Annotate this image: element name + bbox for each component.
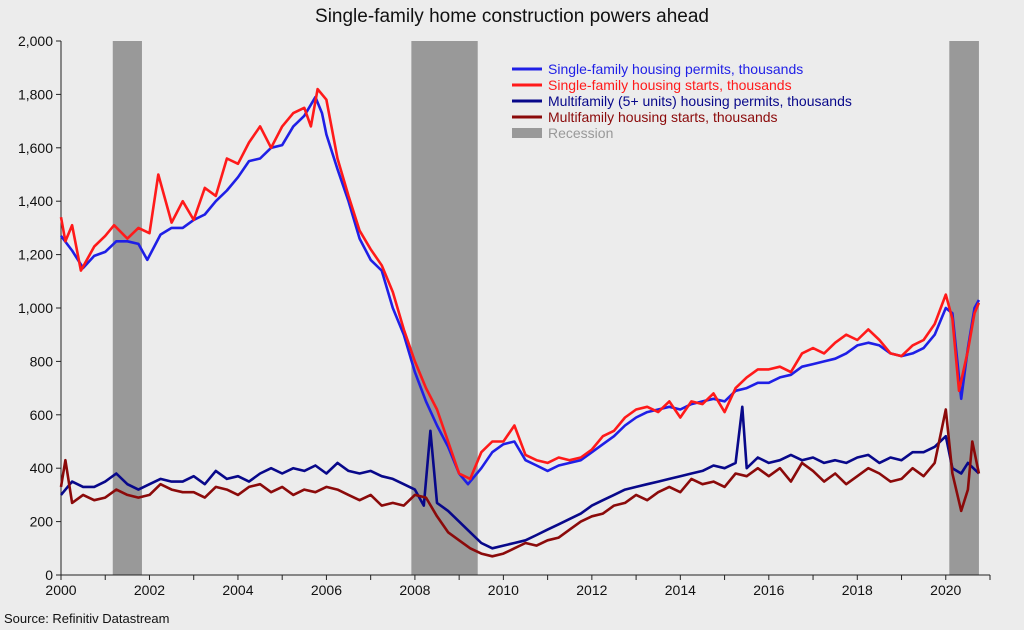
y-tick-label: 0 bbox=[45, 567, 53, 583]
x-tick-label: 2014 bbox=[665, 582, 696, 598]
y-tick-label: 1,200 bbox=[18, 247, 53, 263]
recession-band-0 bbox=[112, 41, 142, 575]
y-tick-label: 400 bbox=[30, 460, 54, 476]
series-line-2 bbox=[60, 405, 980, 550]
x-tick-label: 2006 bbox=[311, 582, 342, 598]
y-tick-label: 800 bbox=[30, 353, 54, 369]
legend-swatch-4 bbox=[512, 128, 542, 138]
y-tick-label: 1,000 bbox=[18, 300, 53, 316]
x-tick-label: 2012 bbox=[576, 582, 607, 598]
x-tick-label: 2000 bbox=[45, 582, 76, 598]
y-tick-label: 1,800 bbox=[18, 86, 53, 102]
x-tick-label: 2018 bbox=[842, 582, 873, 598]
series-lines bbox=[59, 87, 981, 558]
legend-label-4: Recession bbox=[548, 125, 613, 141]
y-tick-label: 200 bbox=[30, 514, 54, 530]
chart-title: Single-family home construction powers a… bbox=[315, 6, 709, 27]
source-note: Source: Refinitiv Datastream bbox=[4, 611, 170, 626]
x-tick-label: 2020 bbox=[930, 582, 961, 598]
y-tick-label: 1,400 bbox=[18, 193, 53, 209]
y-tick-label: 2,000 bbox=[18, 33, 53, 49]
recession-bands bbox=[112, 41, 979, 575]
legend-label-3: Multifamily housing starts, thousands bbox=[548, 109, 778, 125]
x-tick-label: 2002 bbox=[134, 582, 165, 598]
legend-label-2: Multifamily (5+ units) housing permits, … bbox=[548, 93, 852, 109]
recession-band-1 bbox=[411, 41, 478, 575]
x-tick-label: 2016 bbox=[753, 582, 784, 598]
x-tick-label: 2008 bbox=[399, 582, 430, 598]
y-tick-label: 600 bbox=[30, 407, 54, 423]
series-line-0 bbox=[59, 95, 981, 486]
series-line-1 bbox=[59, 87, 981, 481]
axes: 0 200 400 600 800 1,000 1,200 1,400 1,600 1,800 2,… bbox=[18, 33, 991, 598]
series-line-3 bbox=[59, 408, 981, 558]
x-tick-label: 2010 bbox=[488, 582, 519, 598]
legend: Single-family housing permits, thousands… bbox=[512, 61, 852, 141]
legend-label-0: Single-family housing permits, thousands bbox=[548, 61, 803, 77]
legend-label-1: Single-family housing starts, thousands bbox=[548, 77, 792, 93]
x-tick-label: 2004 bbox=[222, 582, 253, 598]
y-tick-label: 1,600 bbox=[18, 140, 53, 156]
